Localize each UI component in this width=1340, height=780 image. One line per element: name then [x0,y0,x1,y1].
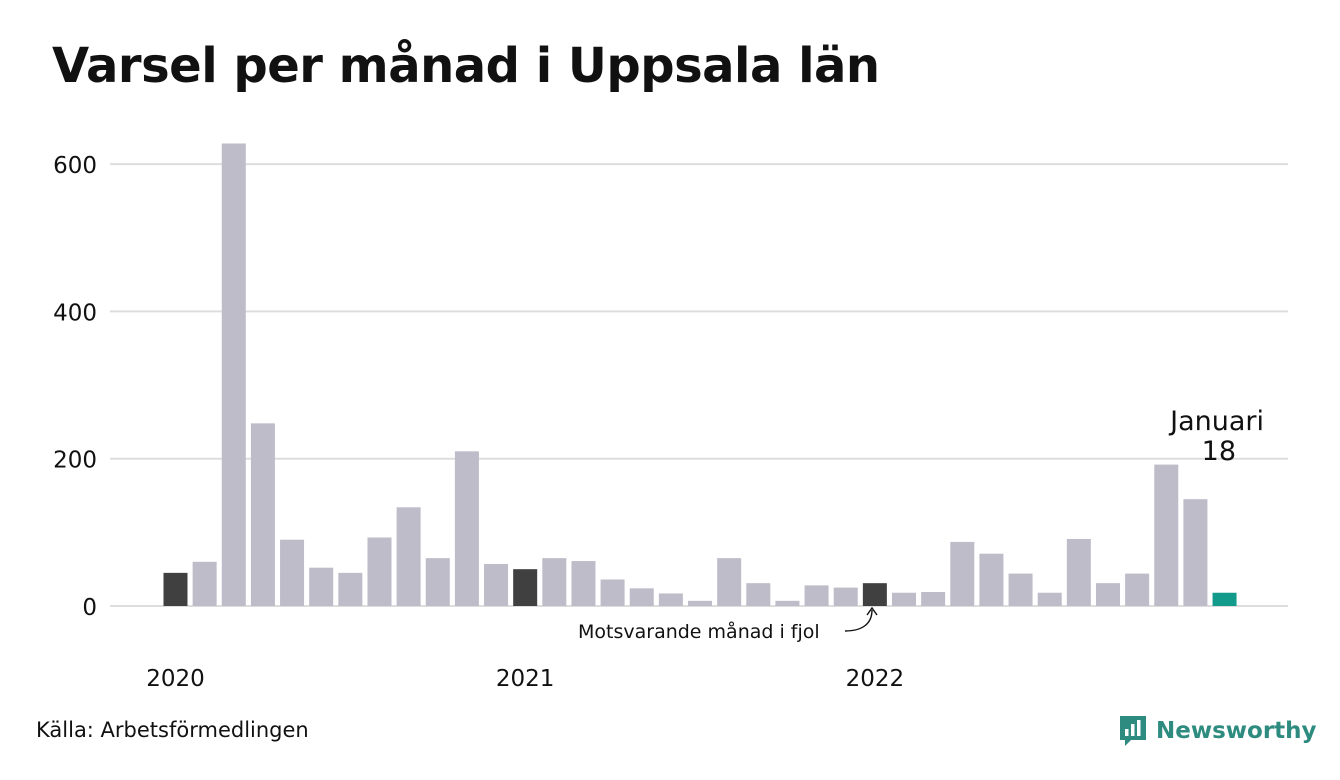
bar-2020-12 [484,564,509,606]
bar-2020-04 [250,423,275,606]
comparison-arrowhead [866,606,878,616]
bar-2021-10 [775,600,800,606]
bar-2022-02 [892,592,916,606]
y-tick-label: 0 [82,595,97,621]
brand-name: Newsworthy [1156,718,1317,744]
x-tick-label-2020: 2020 [146,666,205,692]
y-tick-label: 400 [53,300,97,326]
latest-value-label: 18 [1202,436,1236,467]
bar-2022-06 [1008,573,1033,606]
bar-2023-01 [1212,592,1237,606]
bar-2022-10 [1125,573,1150,606]
chart-title: Varsel per månad i Uppsala län [52,38,880,94]
bar-2020-10 [425,558,450,606]
latest-month-label: Januari [1168,406,1264,437]
y-tick-label: 600 [53,153,97,179]
newsworthy-logo-icon [1120,716,1146,746]
brand-logo[interactable]: Newsworthy [1118,714,1317,748]
bar-2022-12 [1183,499,1208,606]
bar-2021-11 [804,585,829,606]
bar-2021-07 [688,600,713,606]
bar-2022-04 [950,541,975,606]
comparison-arrow [844,609,873,632]
bar-2020-03 [221,143,246,606]
bar-2020-08 [367,537,392,606]
bar-2020-11 [454,451,479,606]
bar-2020-07 [338,572,363,606]
bar-2022-11 [1154,464,1179,606]
bar-2022-08 [1066,538,1091,606]
bar-2021-04 [600,579,625,606]
bar-2021-02 [542,558,567,606]
bar-2021-05 [629,588,654,606]
bar-2022-05 [979,553,1004,606]
y-tick-label: 200 [53,448,97,474]
bar-2021-03 [571,561,596,606]
bar-2022-03 [921,592,946,606]
bar-2020-01 [163,572,188,606]
bar-2020-02 [192,561,217,606]
source-note: Källa: Arbetsförmedlingen [36,718,309,742]
x-tick-label-2021: 2021 [496,666,555,692]
comparison-annotation: Motsvarande månad i fjol [578,620,820,643]
bar-2021-12 [833,587,858,606]
bar-2022-09 [1095,583,1120,606]
bar-2021-01 [513,569,538,606]
bar-2020-09 [396,507,421,606]
bar-2020-05 [280,539,305,606]
bar-2021-09 [746,583,771,606]
bar-2021-08 [717,558,742,606]
bar-2022-07 [1037,592,1062,606]
bar-2022-01 [862,583,887,606]
x-tick-label-2022: 2022 [846,666,905,692]
bar-2021-06 [658,593,683,606]
bar-2020-06 [309,567,334,606]
